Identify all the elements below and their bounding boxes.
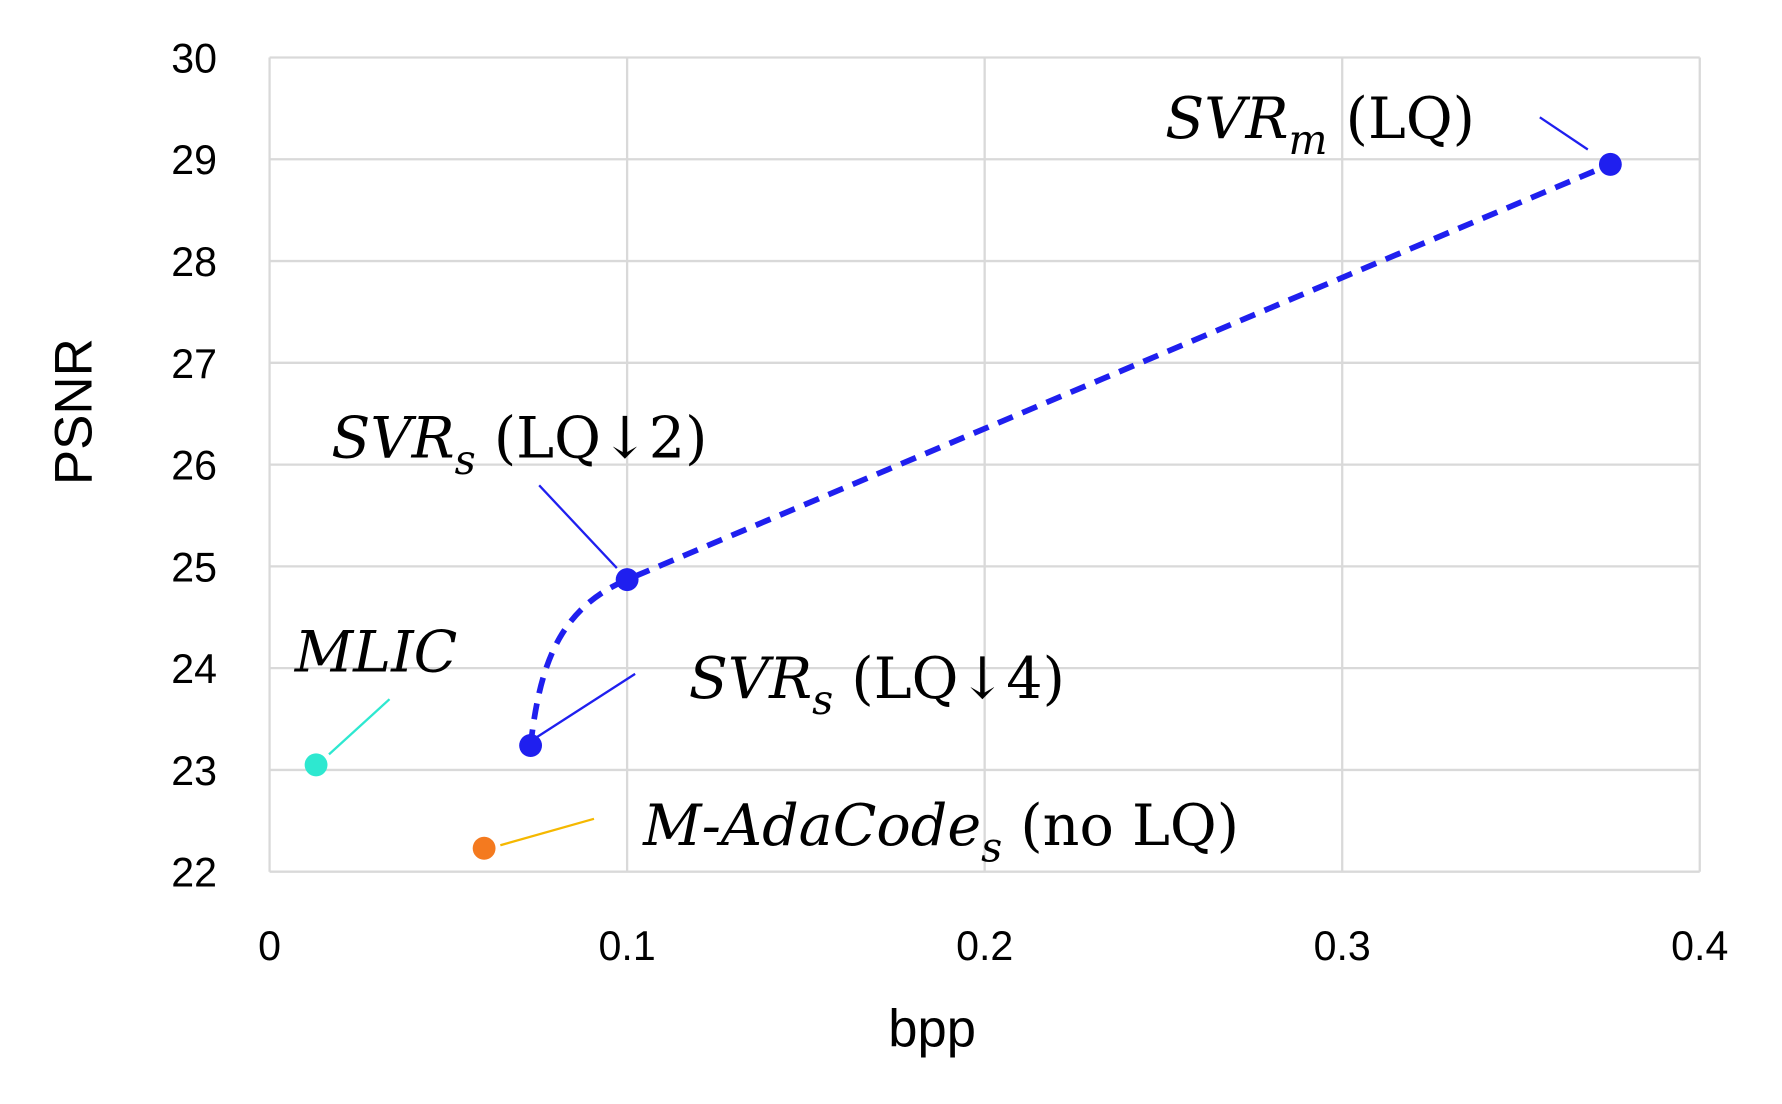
- x-tick-label: 0.3: [1314, 923, 1371, 969]
- point-label-main: M-AdaCode: [642, 792, 981, 859]
- y-axis-label: PSNR: [45, 338, 104, 485]
- point-label-main: MLIC: [294, 618, 458, 685]
- point-label-tail: (LQ↓2): [476, 405, 708, 472]
- point-label-subscript: m: [1289, 116, 1328, 164]
- x-tick-label: 0.4: [1671, 923, 1728, 969]
- leader-lines: [328, 116, 1589, 847]
- series-line: [527, 161, 1612, 746]
- y-tick-label: 30: [171, 35, 217, 81]
- x-tick-label: 0.2: [956, 923, 1013, 969]
- y-tick-label: 29: [171, 137, 217, 183]
- point-label: SVRs (LQ↓4): [689, 645, 1065, 724]
- x-axis-label: bpp: [888, 999, 976, 1058]
- leader-line: [1539, 116, 1589, 151]
- x-tick-label: 0: [258, 923, 281, 969]
- point-label-tail: (no LQ): [1002, 792, 1239, 859]
- point-label-main: SVR: [689, 645, 812, 712]
- point-label-main: SVR: [1165, 85, 1288, 152]
- x-tick-labels: 0 0.1 0.2 0.3 0.4: [258, 923, 1728, 969]
- point-label-tail: (LQ↓4): [833, 645, 1065, 712]
- grid: [268, 56, 1701, 873]
- y-tick-label: 27: [171, 341, 217, 387]
- data-point: [304, 753, 328, 777]
- data-point: [472, 836, 496, 860]
- data-point: [1598, 152, 1622, 176]
- leader-line: [536, 672, 636, 739]
- leader-line: [328, 698, 391, 756]
- y-tick-label: 23: [171, 748, 217, 794]
- y-tick-label: 26: [171, 442, 217, 488]
- data-point: [615, 568, 639, 592]
- point-label: SVRm (LQ): [1165, 85, 1475, 164]
- y-tick-labels: 22 23 24 25 26 27 28 29 30: [171, 35, 217, 895]
- leader-line: [538, 484, 618, 569]
- data-point: [519, 733, 543, 757]
- y-tick-label: 22: [171, 850, 217, 896]
- x-tick-label: 0.1: [599, 923, 656, 969]
- y-tick-label: 25: [171, 544, 217, 590]
- data-points: [304, 152, 1622, 860]
- point-label-tail: (LQ): [1328, 85, 1475, 152]
- point-label: SVRs (LQ↓2): [331, 405, 707, 484]
- point-label-subscript: s: [812, 676, 833, 724]
- y-tick-label: 24: [171, 646, 217, 692]
- point-label-subscript: s: [981, 823, 1002, 871]
- point-label: MLIC: [294, 618, 458, 685]
- point-labels: SVRm (LQ)SVRs (LQ↓2)SVRs (LQ↓4)MLICM-Ada…: [294, 85, 1475, 872]
- point-label: M-AdaCodes (no LQ): [642, 792, 1239, 871]
- leader-line: [500, 817, 595, 847]
- series: [527, 161, 1612, 746]
- y-tick-label: 28: [171, 239, 217, 285]
- point-label-main: SVR: [331, 405, 454, 472]
- point-label-subscript: s: [455, 436, 476, 484]
